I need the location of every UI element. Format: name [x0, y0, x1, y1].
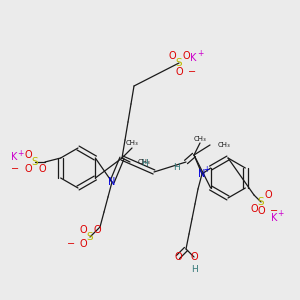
Text: O: O	[93, 225, 101, 235]
Text: +: +	[203, 166, 209, 175]
Text: O: O	[250, 204, 258, 214]
Text: O: O	[168, 51, 176, 61]
Text: K: K	[190, 53, 196, 63]
Text: CH₃: CH₃	[126, 140, 138, 146]
Text: N: N	[108, 177, 116, 187]
Text: +: +	[277, 209, 283, 218]
Text: CH₃: CH₃	[218, 142, 231, 148]
Text: K: K	[271, 213, 277, 223]
Text: S: S	[32, 157, 38, 167]
Text: O: O	[174, 252, 182, 262]
Text: O: O	[190, 252, 198, 262]
Text: S: S	[258, 197, 264, 207]
Text: CH₃: CH₃	[138, 159, 151, 165]
Text: O: O	[24, 164, 32, 174]
Text: O: O	[175, 67, 183, 77]
Text: S: S	[176, 58, 182, 68]
Text: −: −	[67, 239, 75, 249]
Text: S: S	[87, 232, 93, 242]
Text: O: O	[182, 51, 190, 61]
Text: CH₃: CH₃	[194, 136, 206, 142]
Text: O: O	[79, 225, 87, 235]
Text: +: +	[17, 148, 23, 158]
Text: −: −	[270, 206, 278, 216]
Text: O: O	[257, 206, 265, 216]
Text: O: O	[24, 150, 32, 160]
Text: O: O	[264, 190, 272, 200]
Text: O: O	[38, 164, 46, 174]
Text: H: H	[141, 158, 147, 167]
Text: H: H	[172, 163, 179, 172]
Text: O: O	[79, 239, 87, 249]
Text: N: N	[198, 169, 206, 179]
Text: H: H	[190, 266, 197, 274]
Text: K: K	[11, 152, 17, 162]
Text: +: +	[197, 50, 203, 58]
Text: −: −	[11, 164, 19, 174]
Text: −: −	[188, 67, 196, 77]
